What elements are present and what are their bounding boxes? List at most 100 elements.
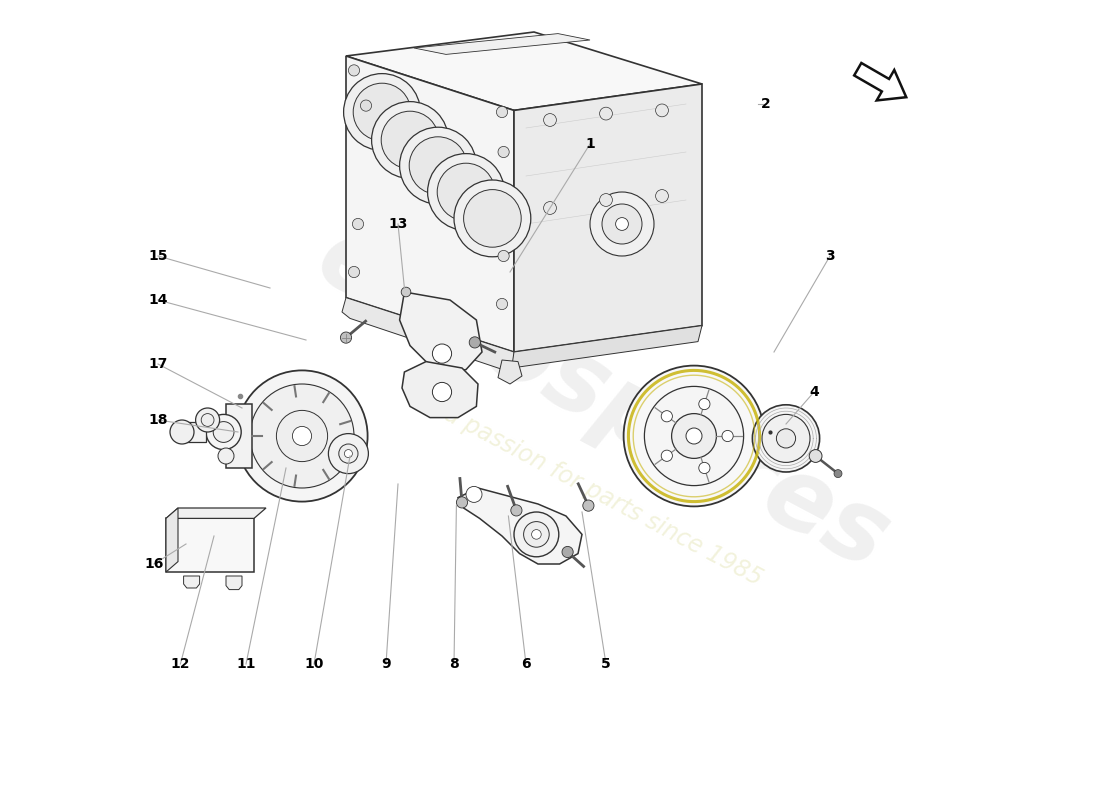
Text: 5: 5: [601, 657, 610, 671]
Circle shape: [624, 366, 764, 506]
Circle shape: [196, 408, 220, 432]
Polygon shape: [498, 360, 522, 384]
Polygon shape: [226, 576, 242, 590]
Text: 2: 2: [761, 97, 771, 111]
Text: 15: 15: [148, 249, 167, 263]
Circle shape: [470, 337, 481, 348]
Circle shape: [352, 218, 364, 230]
Text: 1: 1: [585, 137, 595, 151]
Circle shape: [349, 65, 360, 76]
Circle shape: [340, 332, 352, 343]
Circle shape: [590, 192, 654, 256]
Circle shape: [399, 127, 476, 204]
Text: 3: 3: [825, 249, 835, 263]
Circle shape: [463, 190, 521, 247]
Polygon shape: [166, 508, 266, 518]
Polygon shape: [512, 326, 702, 368]
Circle shape: [218, 448, 234, 464]
Circle shape: [524, 522, 549, 547]
Circle shape: [353, 83, 410, 141]
Circle shape: [349, 266, 360, 278]
Circle shape: [454, 180, 531, 257]
Circle shape: [456, 497, 468, 508]
Circle shape: [276, 410, 328, 462]
Polygon shape: [402, 362, 478, 418]
Circle shape: [344, 450, 352, 458]
Text: 4: 4: [810, 385, 818, 399]
Text: 18: 18: [148, 413, 167, 427]
Polygon shape: [342, 298, 514, 372]
Circle shape: [645, 386, 744, 486]
Text: 9: 9: [382, 657, 390, 671]
Circle shape: [600, 107, 613, 120]
Circle shape: [201, 414, 214, 426]
Circle shape: [543, 114, 557, 126]
Circle shape: [382, 111, 439, 169]
Circle shape: [562, 546, 573, 558]
Polygon shape: [166, 508, 178, 572]
Circle shape: [656, 190, 669, 202]
Circle shape: [402, 287, 410, 297]
Polygon shape: [166, 518, 254, 572]
Circle shape: [583, 500, 594, 511]
Polygon shape: [458, 488, 582, 564]
Circle shape: [170, 420, 194, 444]
Text: 17: 17: [148, 357, 167, 371]
Polygon shape: [855, 63, 906, 101]
Circle shape: [466, 486, 482, 502]
Circle shape: [656, 104, 669, 117]
Circle shape: [498, 250, 509, 262]
Polygon shape: [182, 422, 206, 442]
Circle shape: [600, 194, 613, 206]
Circle shape: [661, 450, 672, 462]
Polygon shape: [414, 34, 590, 54]
Circle shape: [236, 370, 367, 502]
Circle shape: [432, 382, 452, 402]
Circle shape: [409, 137, 466, 194]
Text: 8: 8: [449, 657, 459, 671]
Circle shape: [496, 106, 507, 118]
Circle shape: [834, 470, 842, 478]
Text: 11: 11: [236, 657, 255, 671]
Circle shape: [686, 428, 702, 444]
Circle shape: [698, 398, 710, 410]
Text: 12: 12: [170, 657, 190, 671]
Circle shape: [616, 218, 628, 230]
Text: 13: 13: [388, 217, 408, 231]
Circle shape: [602, 204, 642, 244]
Circle shape: [543, 202, 557, 214]
Circle shape: [437, 163, 495, 221]
Text: a passion for parts since 1985: a passion for parts since 1985: [440, 402, 766, 590]
Text: 16: 16: [144, 557, 164, 571]
Circle shape: [206, 414, 241, 450]
Circle shape: [432, 344, 452, 363]
Circle shape: [329, 434, 368, 474]
Circle shape: [661, 410, 672, 422]
Circle shape: [213, 422, 234, 442]
Circle shape: [250, 384, 354, 488]
Circle shape: [361, 100, 372, 111]
Circle shape: [428, 154, 505, 230]
Polygon shape: [226, 404, 252, 468]
Circle shape: [339, 444, 358, 463]
Circle shape: [810, 450, 822, 462]
Circle shape: [343, 74, 420, 150]
Circle shape: [672, 414, 716, 458]
Circle shape: [531, 530, 541, 539]
Polygon shape: [399, 292, 482, 372]
Text: eurospares: eurospares: [300, 209, 905, 591]
Circle shape: [752, 405, 820, 472]
Text: 14: 14: [148, 293, 167, 307]
Circle shape: [722, 430, 734, 442]
Circle shape: [514, 512, 559, 557]
Circle shape: [698, 462, 710, 474]
Circle shape: [510, 505, 522, 516]
Circle shape: [293, 426, 311, 446]
Circle shape: [498, 146, 509, 158]
Circle shape: [762, 414, 810, 462]
Circle shape: [372, 102, 449, 178]
Polygon shape: [514, 84, 702, 352]
Circle shape: [777, 429, 795, 448]
Text: 6: 6: [521, 657, 531, 671]
Polygon shape: [346, 32, 702, 110]
